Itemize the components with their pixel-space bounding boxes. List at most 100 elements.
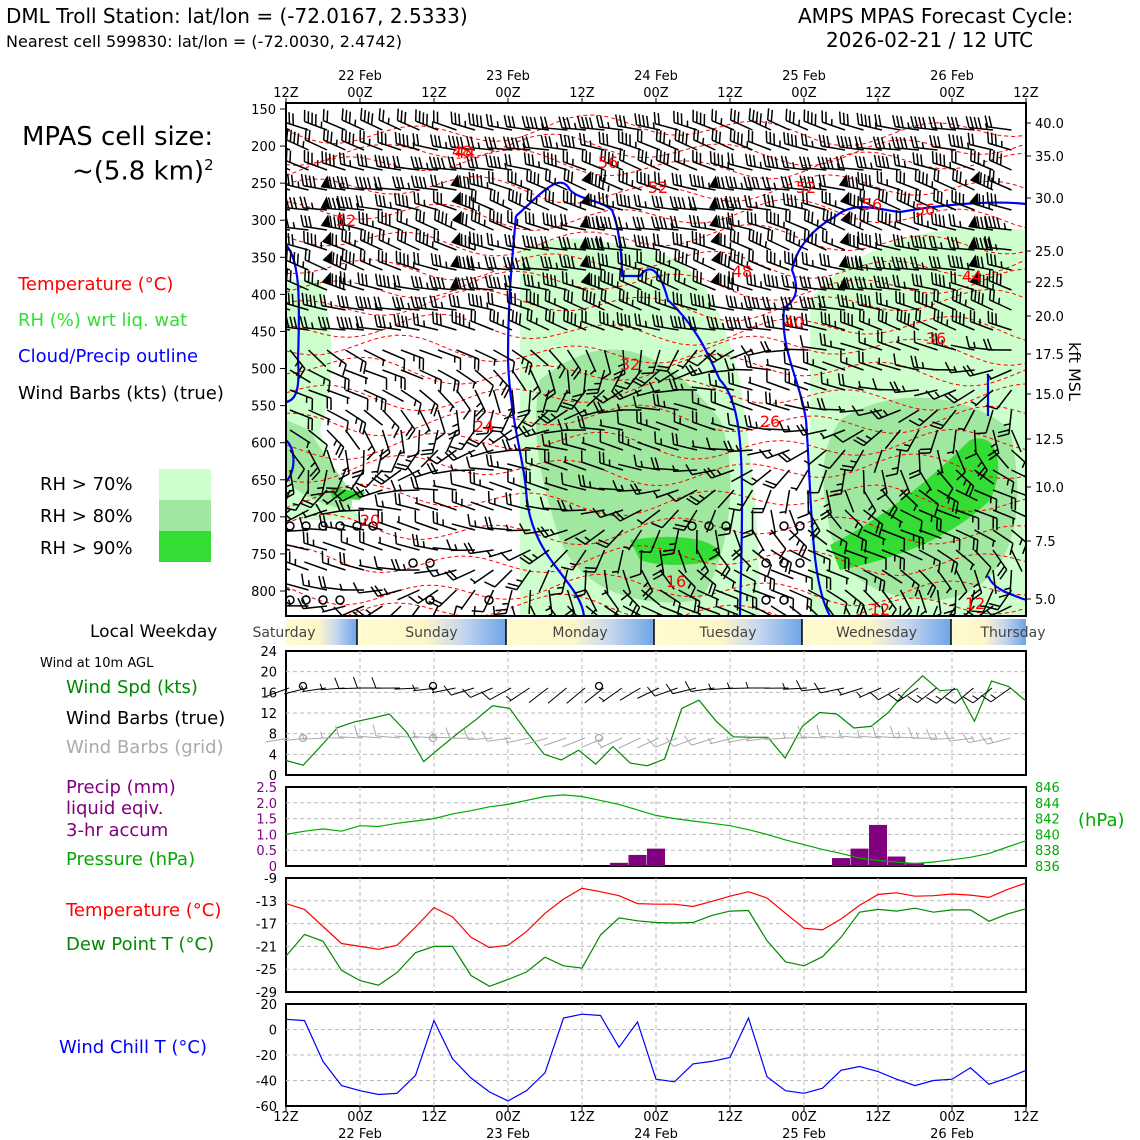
wind-barb-half	[434, 377, 437, 384]
wind-barb-flag	[838, 254, 849, 269]
wind-barb-staff	[765, 165, 790, 171]
wind-barb-full	[799, 175, 804, 188]
wind-barb-full	[289, 270, 292, 282]
wind-barb-full	[914, 356, 919, 368]
wind-barb-half	[394, 374, 397, 382]
wind-barb-full	[603, 270, 606, 283]
wind-barb-staff	[931, 737, 956, 741]
wind-barb-full	[918, 452, 931, 455]
wind-barb-full	[820, 371, 823, 384]
wind-barb-full	[595, 542, 607, 549]
wind-barb-staff	[918, 509, 942, 521]
wind-barb-half	[416, 497, 418, 504]
wind-barb	[637, 687, 660, 699]
wind-barb	[801, 191, 827, 211]
wind-barb	[358, 559, 383, 571]
wind-barb	[826, 529, 848, 555]
wind-barb-full	[484, 581, 496, 588]
wind-barb-full	[611, 609, 620, 616]
wind-barb-full	[920, 213, 923, 226]
wind-barb-full	[952, 134, 956, 147]
wind-barb-full	[507, 115, 512, 128]
wind-barb	[636, 250, 661, 271]
wind-barb	[840, 449, 865, 472]
wind-barb	[856, 293, 883, 311]
time-tick-label: 12Z	[273, 86, 299, 101]
wind-barb-half	[339, 583, 343, 591]
wind-barb	[803, 208, 827, 231]
wind-barb	[321, 271, 346, 291]
wind-barb-full	[321, 316, 327, 329]
wind-barb	[581, 737, 604, 748]
wind-barb-full	[809, 526, 819, 537]
wind-barb	[598, 451, 624, 471]
wind-barb-half	[708, 683, 712, 690]
wind-barb-full	[748, 108, 752, 120]
wind-barb	[465, 429, 495, 448]
wind-barb-full	[344, 196, 349, 209]
wind-barb-full	[521, 256, 526, 269]
wind-barb-full	[415, 228, 418, 241]
wind-barb-full	[433, 295, 438, 308]
wind-barb-full	[341, 128, 344, 141]
wind-barb-staff	[627, 529, 643, 551]
wind-barb-staff	[822, 361, 846, 371]
wind-barb	[741, 469, 772, 486]
wind-barb-full	[892, 153, 897, 166]
wind-barb-full	[659, 196, 664, 209]
wind-barb-staff	[563, 179, 587, 191]
wind-barb-full	[969, 309, 972, 322]
date-label: 26 Feb	[930, 1127, 974, 1140]
wind-barb-full	[729, 295, 734, 308]
wind-barb-half	[986, 373, 992, 380]
wind-barb-full	[880, 137, 886, 149]
wind-barb-full	[781, 313, 786, 326]
wind-barb-full	[472, 173, 475, 185]
wind-barb-full	[508, 154, 512, 167]
wind-barb-full	[590, 273, 593, 286]
wind-chill-line	[285, 1013, 1027, 1102]
wind-barb	[665, 683, 697, 695]
wind-barb-half	[319, 683, 324, 690]
wind-barb-staff	[952, 429, 957, 454]
wind-barb	[744, 153, 772, 171]
wind-barb-staff	[733, 529, 743, 553]
wind-barb-full	[395, 296, 401, 309]
wind-barb	[986, 589, 1013, 611]
wind-barb-full	[673, 410, 676, 422]
wind-barb-full	[696, 111, 698, 123]
wind-barb-half	[818, 303, 822, 310]
wind-barb-full	[581, 475, 586, 487]
wind-barb	[662, 529, 680, 557]
wind-barb	[542, 212, 568, 231]
wind-barb	[931, 151, 957, 171]
wind-barb-full	[898, 291, 901, 304]
wind-barb	[783, 351, 809, 371]
wind-barb-half	[800, 202, 803, 209]
wind-barb	[770, 569, 794, 580]
wind-barb-full	[895, 136, 900, 149]
wind-barb-full	[907, 727, 913, 739]
wind-barb	[705, 437, 735, 451]
wind-barb-full	[691, 316, 697, 329]
wind-barb-full	[407, 467, 416, 478]
wind-barb-full	[925, 390, 935, 400]
wind-barb-full	[699, 272, 702, 284]
wind-barb-full	[374, 474, 386, 483]
wind-barb-staff	[376, 449, 384, 474]
wind-barb-full	[824, 312, 827, 325]
wind-barb-full	[359, 195, 364, 208]
wind-barb	[599, 419, 624, 431]
wind-barb-staff	[491, 429, 513, 445]
wind-barb-half	[572, 158, 574, 166]
wind-barb-full	[511, 171, 513, 183]
wind-barb-full	[950, 116, 956, 129]
wind-barb-half	[994, 244, 998, 251]
wind-barb-full	[472, 232, 476, 245]
wind-barb-full	[843, 311, 846, 324]
wind-barb-half	[1021, 461, 1026, 469]
wind-barb-full	[642, 114, 646, 127]
wind-barb-full	[505, 439, 512, 451]
wind-barb-full	[570, 291, 574, 304]
wind-barb	[322, 541, 346, 551]
